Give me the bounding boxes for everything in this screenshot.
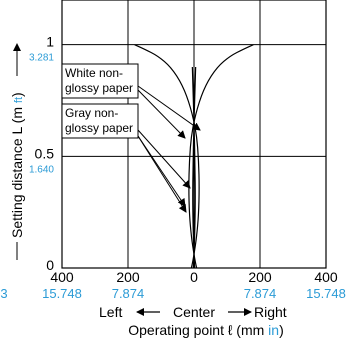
leader-arrow <box>137 135 187 213</box>
y-title-close: ) <box>9 92 25 97</box>
x-tick-alt-label: 15.748 <box>306 286 346 301</box>
x-direction-left: Left <box>99 304 122 320</box>
x-tick-label: 200 <box>248 269 272 285</box>
y-axis-title: Setting distance L (m ft) <box>9 43 25 260</box>
legend-box <box>61 63 139 99</box>
x-tick-alt-label: 15.748 <box>42 286 82 301</box>
x-direction-right: Right <box>254 304 287 320</box>
legend-label: Gray non- <box>65 106 118 120</box>
plot-grid <box>61 0 327 269</box>
x-tick-label: 0 <box>190 269 198 285</box>
series-line-gray-paper <box>192 66 197 269</box>
series-line-white-paper <box>188 44 254 269</box>
x-tick-label: 200 <box>116 269 140 285</box>
series-line-white-paper <box>134 44 200 269</box>
legend-box <box>61 103 139 139</box>
y-tick-alt-label: 1.640 <box>29 164 54 175</box>
plot-curves <box>134 44 254 269</box>
legend-label: glossy paper <box>65 121 133 135</box>
y-tick-label: 1 <box>46 34 54 50</box>
x-tick-alt-label: 3 <box>0 286 7 301</box>
x-tick-alt-label: 7.874 <box>112 286 145 301</box>
leader-arrow <box>137 85 201 131</box>
x-title-main: Operating point ℓ (mm <box>128 322 268 338</box>
y-title-alt-unit: ft <box>13 97 25 103</box>
x-axis-title: Left Center Right Operating point ℓ (mm in) <box>99 304 287 338</box>
y-tick-label: 0 <box>46 257 54 273</box>
leader-arrow <box>137 129 191 189</box>
leader-arrow <box>137 89 186 139</box>
x-tick-label: 400 <box>50 269 74 285</box>
x-direction-center: Center <box>173 304 215 320</box>
leader-arrows <box>137 85 201 213</box>
y-tick-alt-label: 3.281 <box>29 53 54 64</box>
x-axis-title: Operating point ℓ (mm in) <box>128 322 284 338</box>
x-tick-label: 400 <box>314 269 338 285</box>
x-tick-alt-label: 7.874 <box>244 286 277 301</box>
y-axis-title: Setting distance L (m ft) <box>9 92 25 238</box>
x-title-alt-unit: in <box>268 322 279 338</box>
y-title-main: Setting distance L (m <box>9 103 25 238</box>
legend-label: White non- <box>65 66 123 80</box>
y-tick-label: 0.5 <box>35 145 55 161</box>
legend-label: glossy paper <box>65 81 133 95</box>
x-title-close: ) <box>279 322 284 338</box>
